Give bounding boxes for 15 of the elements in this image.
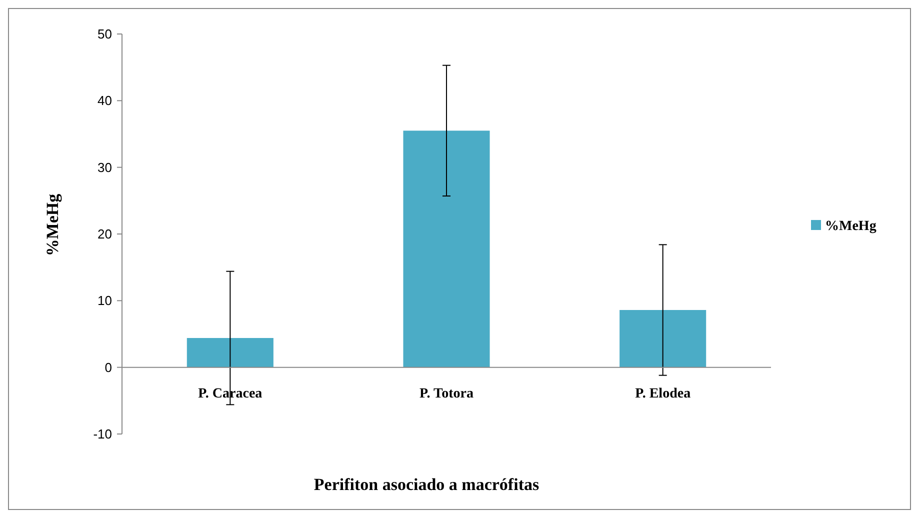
legend-label: %MeHg xyxy=(825,218,876,234)
y-tick-label: 30 xyxy=(98,160,112,175)
y-tick-label: 10 xyxy=(98,293,112,308)
bar xyxy=(620,310,706,368)
y-tick-label: 40 xyxy=(98,93,112,108)
y-tick-label: 50 xyxy=(98,26,112,42)
x-tick-label: P. Totora xyxy=(420,386,474,402)
x-tick-label: P. Elodea xyxy=(635,386,691,402)
y-axis-title: %MeHg xyxy=(43,193,62,256)
bar xyxy=(186,338,274,368)
y-tick-label: 0 xyxy=(104,360,112,375)
bar xyxy=(403,130,490,368)
y-tick-label: -10 xyxy=(93,426,112,442)
x-axis-title: Perifiton asociado a macrófitas xyxy=(314,475,540,494)
y-tick-label: 20 xyxy=(98,226,112,242)
